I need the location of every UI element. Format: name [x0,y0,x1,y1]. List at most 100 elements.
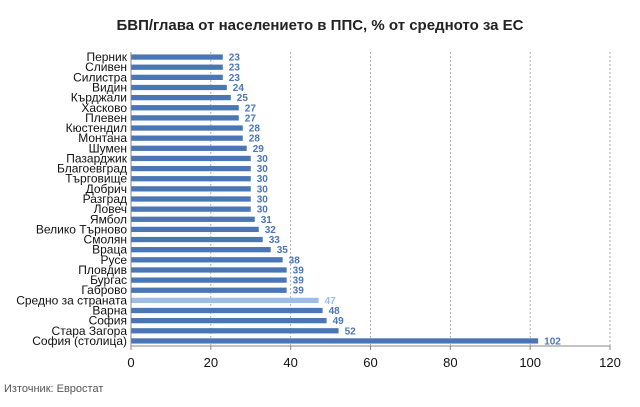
category-label: Велико Търново [36,222,127,236]
category-label: Хасково [81,101,127,115]
x-tick-label: 120 [599,355,621,370]
data-label: 33 [269,235,281,246]
data-label: 30 [257,184,269,195]
category-label: Бургас [90,273,127,287]
bar [131,307,323,314]
x-tick-label: 60 [363,355,377,370]
category-label: Видин [92,80,127,94]
category-label: Плевен [85,111,127,125]
data-label: 102 [544,336,561,347]
data-label: 31 [261,215,273,226]
data-label: 23 [229,53,241,64]
bar [131,125,243,131]
x-axis: 0 20 40 60 80 100 120 [127,52,621,370]
category-label: Пловдив [78,263,127,277]
data-label: 39 [293,286,305,297]
bar [131,257,283,263]
bar [131,165,251,172]
data-label: 29 [253,144,265,155]
data-label: 49 [333,316,345,327]
chart-title: БВП/глава от населението в ППС, % от сре… [116,17,523,34]
bar [131,297,319,304]
data-label: 30 [257,154,269,165]
x-tick-label: 20 [204,355,218,370]
bar [131,267,287,273]
category-label: Варна [92,304,127,318]
category-label: Габрово [81,283,127,297]
bar [131,277,287,283]
bar [131,236,263,243]
x-tick-label: 40 [283,355,297,370]
category-label: Кюстендил [66,121,127,135]
bar [131,105,239,111]
data-label: 32 [265,225,277,236]
bar [131,186,251,192]
category-label: Средно за страната [16,293,127,307]
data-label: 48 [329,306,341,317]
category-label: Благоевград [57,162,127,176]
category-label: Кърджали [71,91,127,105]
bar [131,94,231,101]
data-label: 30 [257,195,269,206]
data-label: 30 [257,174,269,185]
x-tick-label: 100 [519,355,541,370]
bar [131,328,339,334]
category-label: Търговище [65,172,127,186]
bar [131,155,251,162]
category-label: Ямбол [90,212,127,226]
bar [131,64,223,70]
bar [131,318,327,324]
category-label: Сливен [85,60,127,74]
category-label: Стара Загора [52,324,128,338]
bar [131,338,539,344]
data-label: 28 [249,124,261,135]
bar [131,54,223,60]
data-label: 47 [325,296,337,307]
data-label: 39 [293,276,305,287]
category-label: Монтана [78,131,127,145]
bar [131,74,223,80]
bar [131,84,227,91]
bars [131,54,539,344]
data-label: 28 [249,134,261,145]
category-label: София [89,314,127,328]
category-label: Ловеч [94,202,127,216]
data-label: 30 [257,164,269,175]
data-label: 27 [245,113,257,124]
category-label: Разград [83,192,127,206]
bar [131,176,251,182]
source-note: Източник: Евростат [4,383,104,395]
bar [131,196,251,202]
bar [131,135,243,141]
grid-lines [210,52,611,346]
bar [131,247,271,253]
bar [131,216,255,222]
data-label: 25 [237,93,249,104]
data-label: 35 [277,245,289,256]
data-label: 52 [345,326,357,337]
category-label: Шумен [89,141,127,155]
bar [131,226,259,233]
data-label: 30 [257,205,269,216]
data-label: 23 [229,63,241,74]
value-labels: 2323232425272728282930303030303031323335… [229,53,561,348]
category-label: Перник [86,50,127,64]
bar [131,145,247,151]
category-label: Смолян [84,233,127,247]
bar [131,206,251,212]
data-label: 39 [293,265,305,276]
category-label: Добрич [86,182,127,196]
category-label: София (столица) [32,334,127,348]
bar [131,115,239,121]
x-tick-label: 80 [443,355,457,370]
category-label: Русе [100,253,127,267]
category-label: Враца [92,243,127,257]
category-label: Пазарджик [66,151,127,165]
data-label: 38 [289,255,301,266]
category-label: Силистра [73,70,127,84]
data-label: 27 [245,103,257,114]
data-label: 24 [233,83,245,94]
bar [131,287,287,293]
data-label: 23 [229,73,241,84]
